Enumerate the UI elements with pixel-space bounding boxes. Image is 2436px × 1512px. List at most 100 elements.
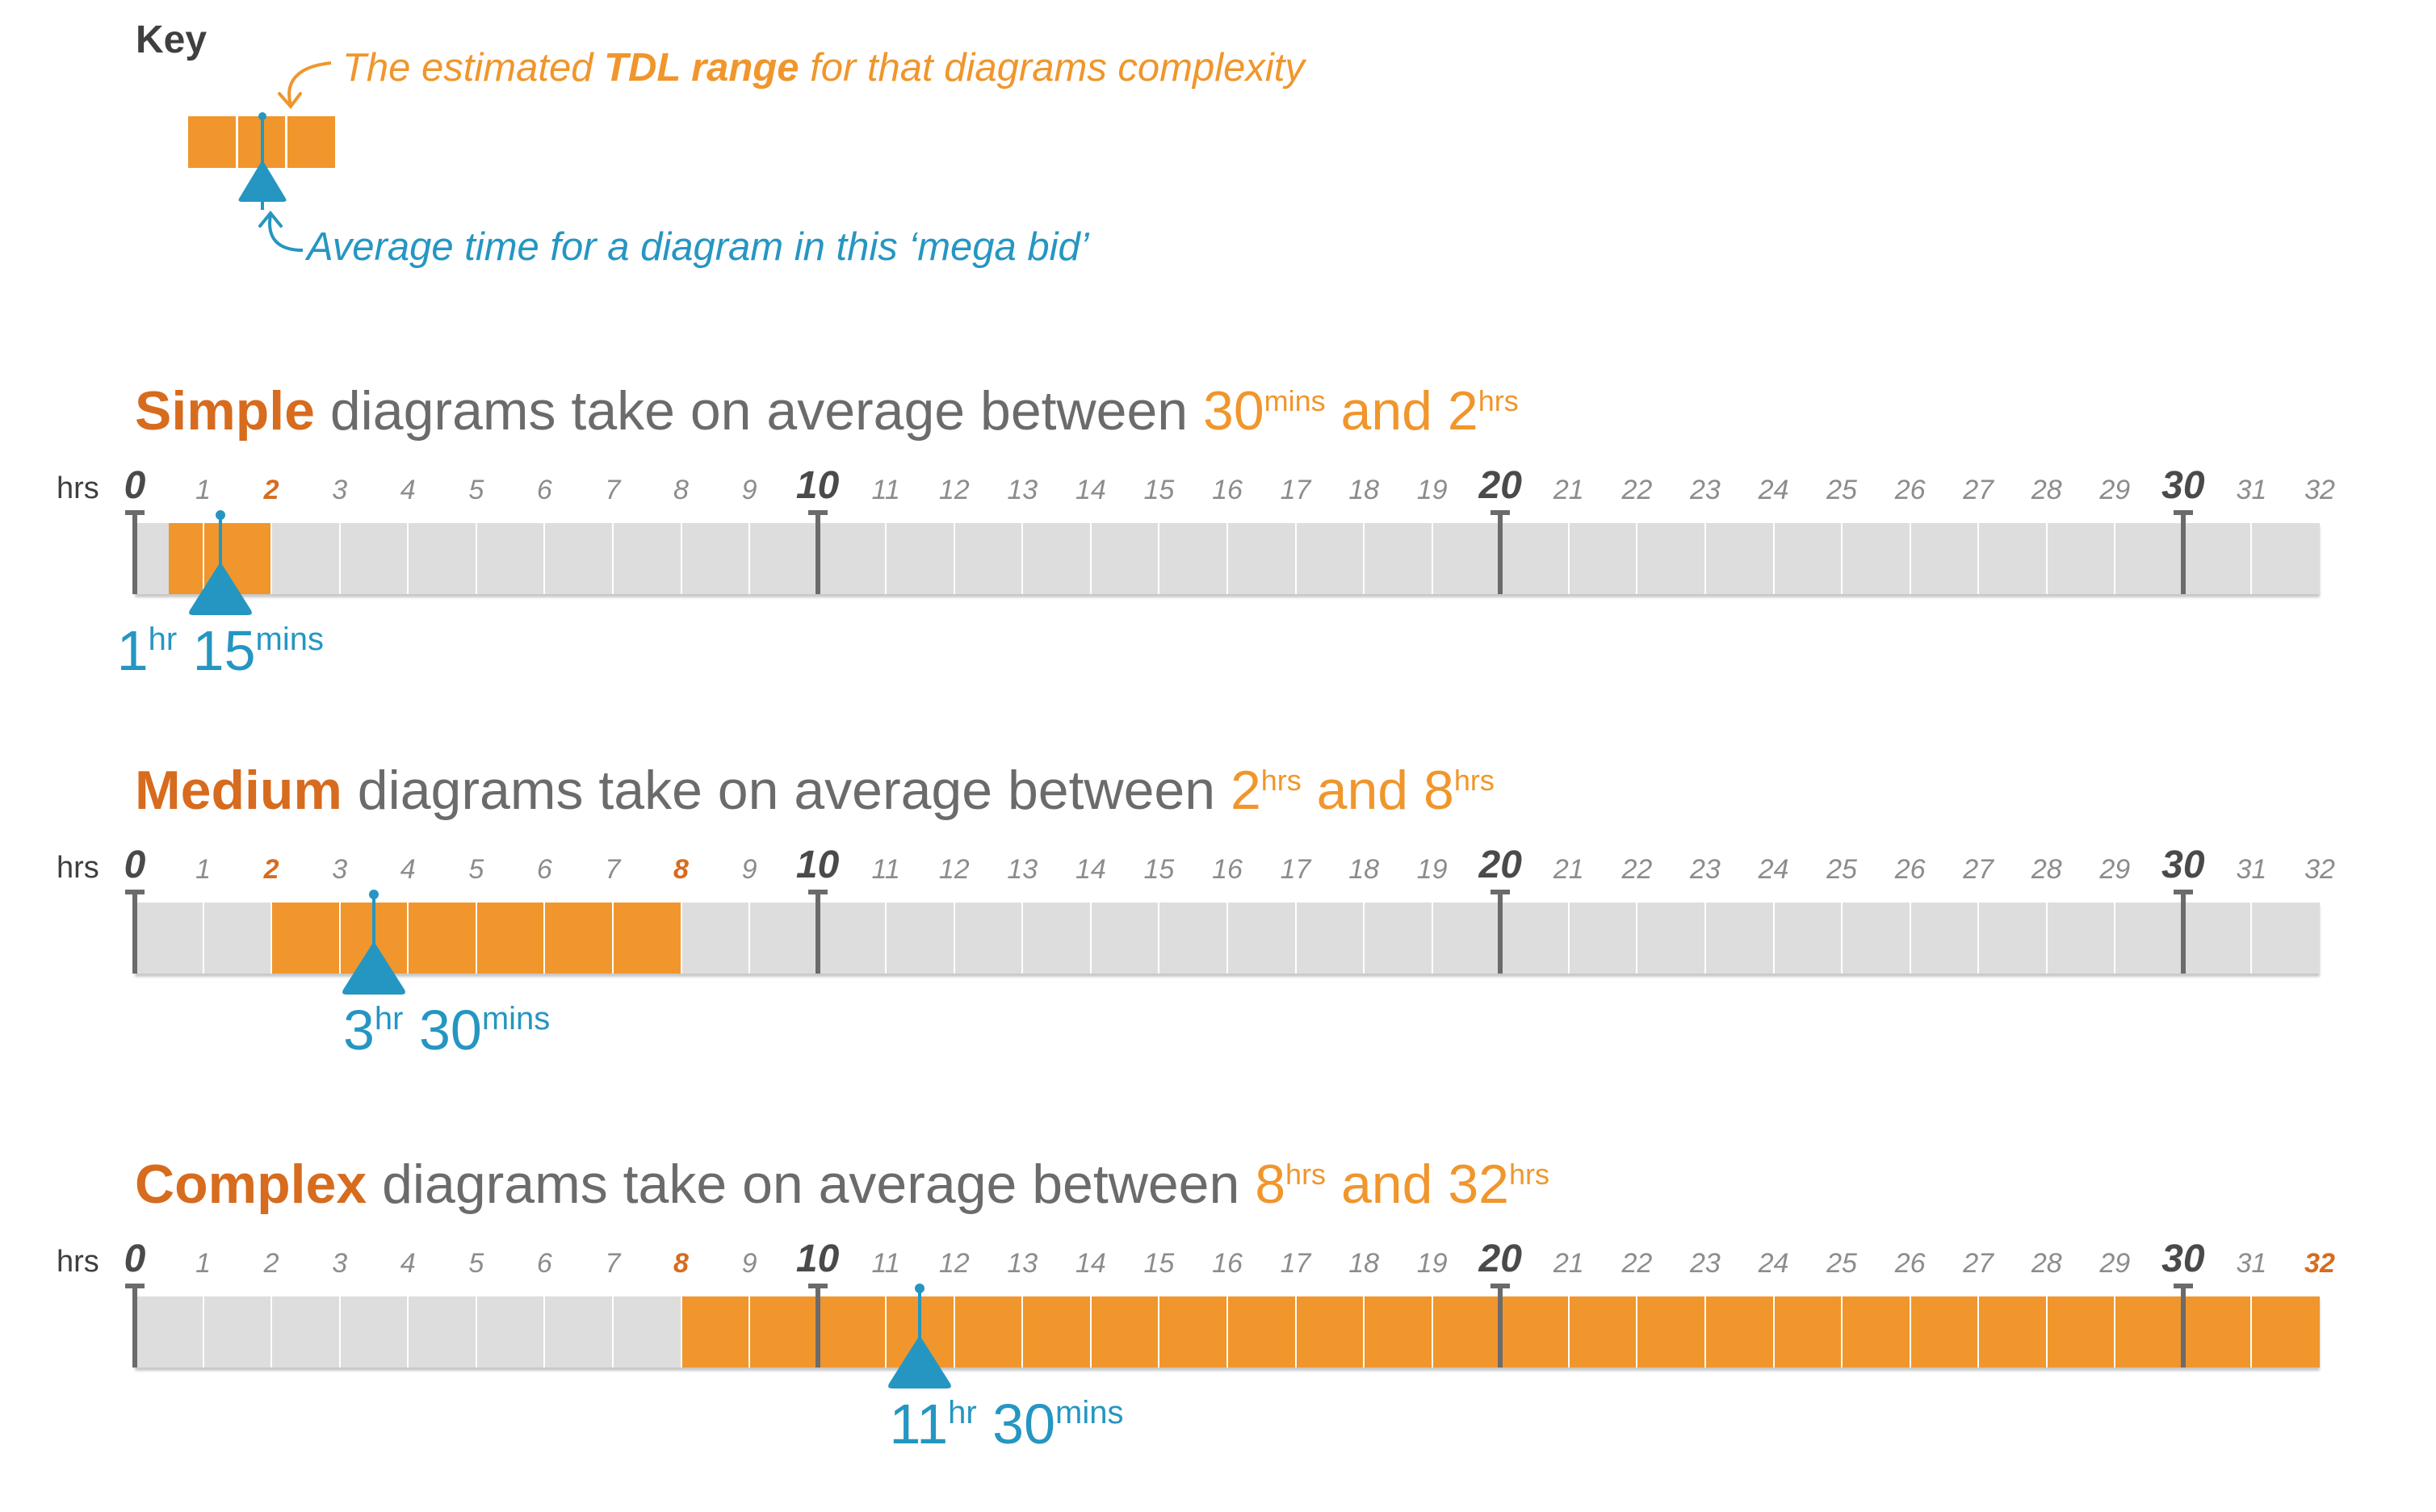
category-label: Complex (135, 1154, 367, 1215)
range-low-value: 2 (1230, 760, 1261, 821)
tick-label: 24 (1758, 475, 1789, 505)
average-marker-dot (215, 510, 225, 520)
timeline-post-icon (815, 1284, 820, 1368)
cell-divider (1363, 523, 1365, 594)
timeline-post-icon (2180, 1284, 2186, 1368)
tick-label: 32 (2304, 475, 2335, 505)
cell-divider (1158, 903, 1160, 974)
tick-label: 12 (938, 475, 970, 505)
tick-label: 16 (1212, 475, 1243, 505)
cell-divider (1021, 523, 1024, 594)
key-avg-arrow-icon (268, 214, 304, 252)
cell-divider (2250, 523, 2253, 594)
triangle-marker-icon (188, 562, 252, 615)
key-range-segment (188, 116, 238, 168)
average-minutes-unit: mins (255, 622, 324, 657)
tick-label: 2 (263, 1248, 279, 1279)
tick-label: 13 (1007, 1248, 1038, 1279)
tick-label: 26 (1894, 475, 1926, 505)
key-range-arrowhead-icon (278, 92, 302, 110)
tick-label: 7 (605, 1248, 621, 1279)
tick-label: 25 (1826, 854, 1857, 885)
axis-unit-label: hrs (57, 471, 99, 505)
tick-label: 18 (1348, 1248, 1380, 1279)
cell-divider (1158, 1296, 1160, 1368)
cell-divider (475, 903, 477, 974)
cell-divider (270, 523, 273, 594)
tick-label: 21 (1553, 475, 1584, 505)
cell-divider (1704, 523, 1706, 594)
tick-label: 16 (1212, 854, 1243, 885)
cell-divider (407, 903, 409, 974)
average-marker-dot (368, 890, 379, 899)
timeline-post-icon (132, 510, 137, 594)
cell-divider (1977, 523, 1980, 594)
tick-label: 6 (536, 475, 552, 505)
triangle-marker-icon (342, 941, 405, 995)
tick-label: 22 (1621, 854, 1653, 885)
average-hours-unit: hr (374, 1001, 404, 1037)
cell-divider (1841, 523, 1843, 594)
timeline-post-icon (132, 890, 137, 974)
tick-label: 13 (1007, 475, 1038, 505)
range-low-unit: hrs (1260, 764, 1302, 797)
average-hours: 1 (116, 619, 149, 682)
cell-divider (1909, 523, 1911, 594)
cell-divider (611, 1296, 614, 1368)
range-high-unit: hrs (1508, 1158, 1549, 1191)
category-label: Medium (135, 760, 342, 821)
cell-divider (475, 1296, 477, 1368)
cell-divider (1841, 1296, 1843, 1368)
cell-divider (1567, 523, 1570, 594)
tick-label: 12 (938, 1248, 970, 1279)
tick-label: 23 (1690, 475, 1721, 505)
cell-divider (202, 523, 204, 594)
timeline-post-icon (815, 510, 820, 594)
cell-divider (270, 903, 273, 974)
tick-label: 15 (1143, 854, 1175, 885)
cell-divider (611, 903, 614, 974)
tick-label: 21 (1553, 1248, 1584, 1279)
tick-label: 9 (741, 475, 757, 505)
category-label: Simple (135, 380, 315, 442)
range-joiner: and (1326, 1154, 1449, 1215)
key-marker-icon (238, 160, 287, 202)
average-minutes-unit: mins (1055, 1395, 1124, 1430)
tick-label: 3 (332, 475, 348, 505)
tick-label: 3 (332, 1248, 348, 1279)
tick-label: 11 (871, 854, 900, 885)
cell-divider (748, 1296, 751, 1368)
tick-label: 9 (741, 854, 757, 885)
cell-divider (2114, 1296, 2116, 1368)
timeline-post-icon (1498, 890, 1503, 974)
triangle-marker-icon (888, 1335, 952, 1388)
tick-label: 7 (605, 475, 621, 505)
tick-label: 15 (1143, 475, 1175, 505)
average-minutes-unit: mins (481, 1001, 551, 1037)
cell-divider (338, 1296, 341, 1368)
tick-label: 17 (1280, 854, 1311, 885)
cell-divider (1294, 1296, 1297, 1368)
tick-label: 11 (871, 475, 900, 505)
tick-label: 26 (1894, 854, 1926, 885)
tick-label: 19 (1416, 854, 1448, 885)
average-label: 3hr 30mins (343, 998, 550, 1062)
tick-label: 15 (1143, 1248, 1175, 1279)
tick-label: 4 (400, 854, 416, 885)
cell-divider (1772, 903, 1775, 974)
tick-label: 24 (1758, 1248, 1789, 1279)
cell-divider (1636, 1296, 1638, 1368)
cell-divider (338, 903, 341, 974)
cell-divider (475, 523, 477, 594)
average-marker (888, 1284, 952, 1388)
cell-divider (953, 523, 955, 594)
row-heading: Simple diagrams take on average between … (135, 379, 1519, 442)
range-low-value: 8 (1255, 1154, 1286, 1215)
range-high-unit: hrs (1453, 764, 1495, 797)
row-heading: Medium diagrams take on average between … (135, 759, 1495, 822)
tick-label: 23 (1690, 854, 1721, 885)
range-joiner: and (1325, 380, 1448, 442)
cell-divider (2250, 903, 2253, 974)
range-high-value: 2 (1447, 380, 1478, 442)
cell-divider (1226, 1296, 1228, 1368)
